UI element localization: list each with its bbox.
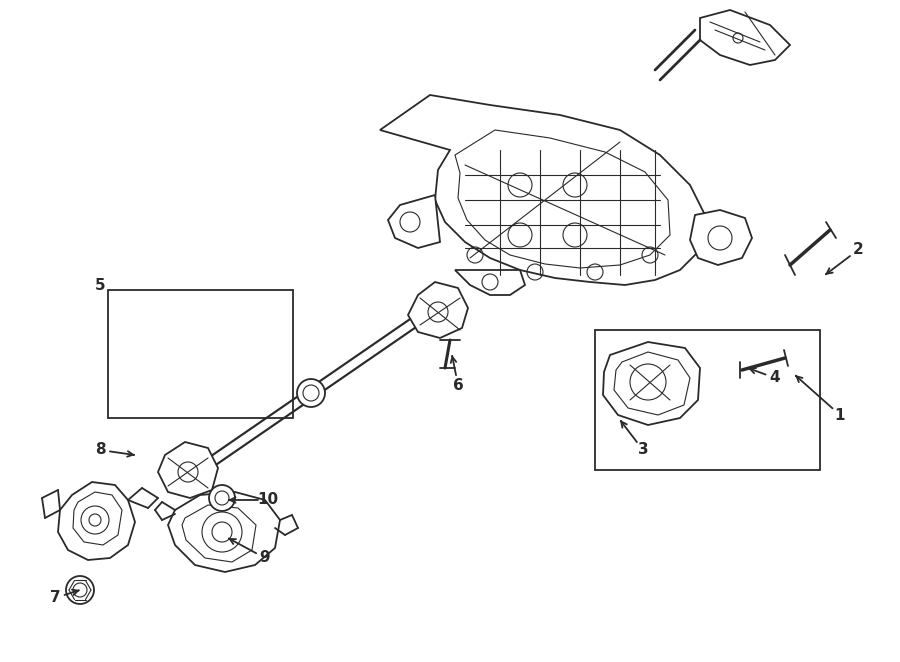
Text: 2: 2 xyxy=(852,242,863,258)
Polygon shape xyxy=(700,10,790,65)
Polygon shape xyxy=(408,282,468,338)
Polygon shape xyxy=(455,270,525,295)
Bar xyxy=(595,330,820,470)
Text: 3: 3 xyxy=(638,442,648,457)
Polygon shape xyxy=(690,210,752,265)
Text: 5: 5 xyxy=(94,277,105,293)
Text: 1: 1 xyxy=(835,408,845,422)
Text: 7: 7 xyxy=(50,591,60,606)
Polygon shape xyxy=(380,95,705,285)
Text: 9: 9 xyxy=(260,551,270,565)
Polygon shape xyxy=(158,442,218,498)
Text: 6: 6 xyxy=(453,377,464,393)
Polygon shape xyxy=(58,482,135,560)
Circle shape xyxy=(209,485,235,511)
Circle shape xyxy=(297,379,325,407)
Text: 8: 8 xyxy=(94,442,105,457)
Polygon shape xyxy=(603,342,700,425)
Polygon shape xyxy=(388,195,440,248)
Bar xyxy=(108,290,293,418)
Polygon shape xyxy=(168,492,280,572)
Text: 4: 4 xyxy=(770,371,780,385)
Circle shape xyxy=(66,576,94,604)
Text: 10: 10 xyxy=(257,493,279,508)
